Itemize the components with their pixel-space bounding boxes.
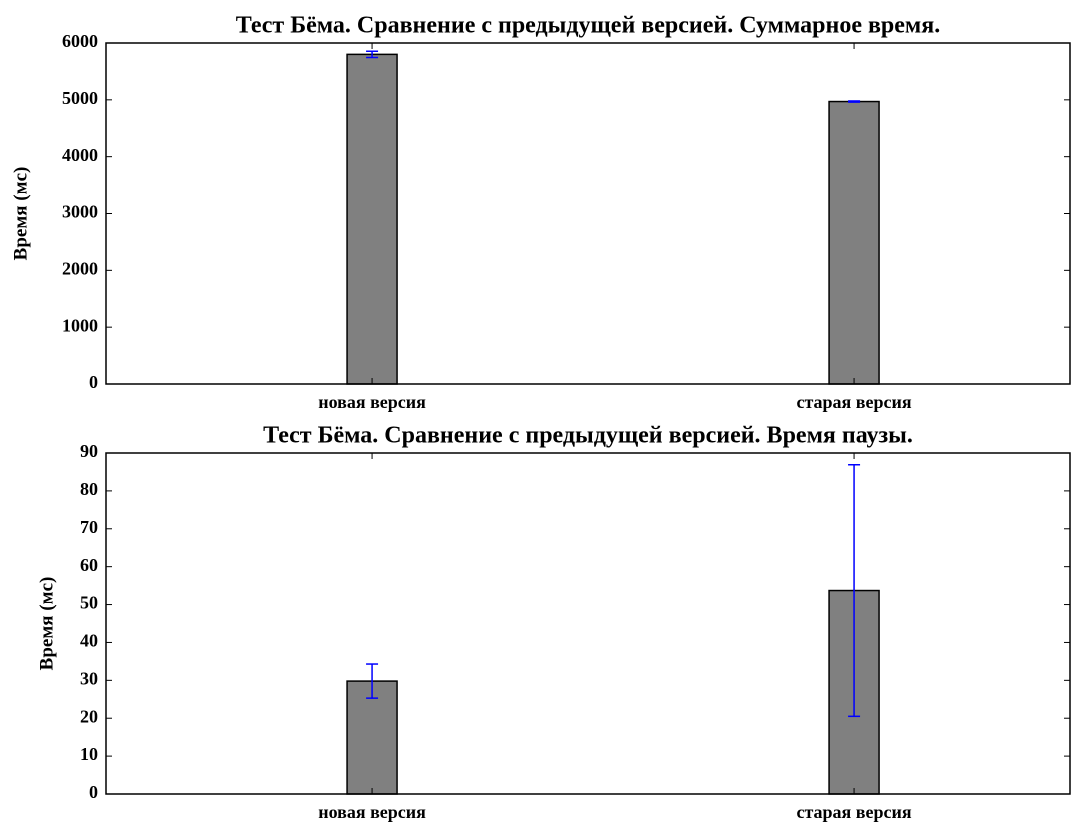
y-tick-label: 1000 (62, 315, 98, 335)
y-tick-label: 80 (80, 479, 98, 499)
y-tick-label: 0 (89, 782, 98, 802)
y-tick-label: 0 (89, 372, 98, 392)
y-tick-label: 20 (80, 706, 98, 726)
bar (346, 53, 398, 385)
y-tick-label: 6000 (62, 31, 98, 51)
plot-frame (105, 42, 1071, 385)
bar (828, 100, 880, 385)
y-tick-label: 2000 (62, 258, 98, 278)
y-tick-label: 30 (80, 668, 98, 688)
y-tick-label: 10 (80, 744, 98, 764)
y-tick-label: 3000 (62, 202, 98, 222)
chart-title: Тест Бёма. Сравнение с предыдущей версие… (236, 13, 941, 39)
y-tick-label: 4000 (62, 145, 98, 165)
y-tick-label: 5000 (62, 88, 98, 108)
x-tick-label: старая версия (797, 802, 912, 822)
bar (346, 680, 398, 795)
y-axis-label: Время (мс) (36, 577, 57, 671)
y-tick-label: 90 (80, 441, 98, 461)
y-tick-label: 40 (80, 631, 98, 651)
y-tick-label: 70 (80, 517, 98, 537)
x-tick-label: старая версия (797, 392, 912, 412)
y-tick-label: 60 (80, 555, 98, 575)
y-axis-label: Время (мс) (10, 167, 31, 261)
y-tick-label: 50 (80, 593, 98, 613)
plot-frame (105, 452, 1071, 795)
chart-title: Тест Бёма. Сравнение с предыдущей версие… (263, 423, 913, 449)
x-tick-label: новая версия (318, 802, 426, 822)
x-tick-label: новая версия (318, 392, 426, 412)
